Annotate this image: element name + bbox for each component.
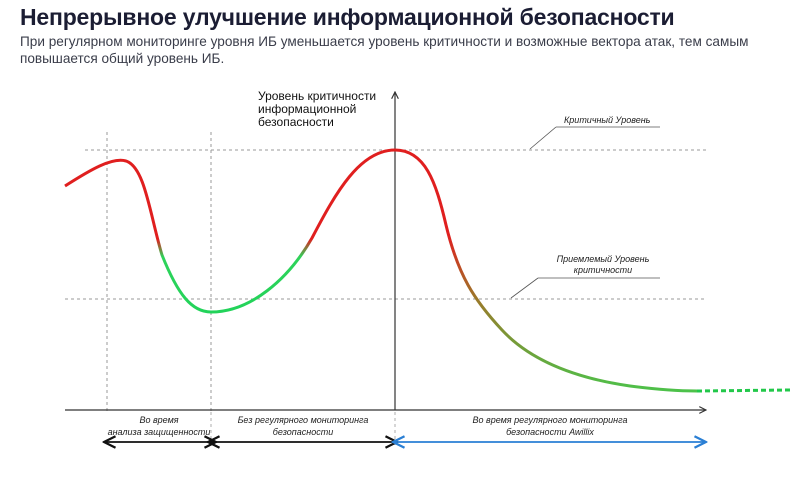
- page-subtitle: При регулярном мониторинге уровня ИБ уме…: [20, 34, 749, 66]
- curve-continuation-dotted: [696, 388, 791, 393]
- critical-level-label: Критичный Уровень: [564, 115, 651, 125]
- segment-label-line: безопасности: [272, 427, 334, 437]
- y-axis-label: Уровень критичности информационной безоп…: [258, 90, 376, 129]
- acceptable-level-label-line: Приемлемый Уровень: [556, 254, 650, 264]
- criticality-curve-with-monitoring: [394, 148, 698, 393]
- segment-label-line: Без регулярного мониторинга: [237, 415, 369, 425]
- page-title: Непрерывное улучшение информационной без…: [20, 4, 675, 30]
- segment-label-analysis: Во время анализа защищенности: [100, 414, 218, 438]
- segment-label-line: Во время: [139, 415, 179, 425]
- segment-label-no-monitoring: Без регулярного мониторинга безопасности: [214, 414, 392, 438]
- segment-label-line: Во время регулярного мониторинга: [472, 415, 628, 425]
- y-axis-label-line: информационной: [258, 102, 357, 116]
- y-axis-label-line: Уровень критичности: [258, 89, 377, 103]
- acceptable-level-label-line: критичности: [573, 265, 633, 275]
- segment-label-monitoring: Во время регулярного мониторинга безопас…: [430, 414, 670, 438]
- acceptable-label-pointer: [510, 277, 539, 299]
- acceptable-level-label: Приемлемый Уровень критичности: [548, 254, 658, 276]
- segment-label-line: безопасности Awillix: [506, 427, 594, 437]
- critical-label-pointer: [529, 126, 557, 150]
- segment-label-line: анализа защищенности: [107, 427, 211, 437]
- y-axis-label-line: безопасности: [258, 115, 334, 129]
- criticality-curve-before-monitoring: [64, 148, 396, 314]
